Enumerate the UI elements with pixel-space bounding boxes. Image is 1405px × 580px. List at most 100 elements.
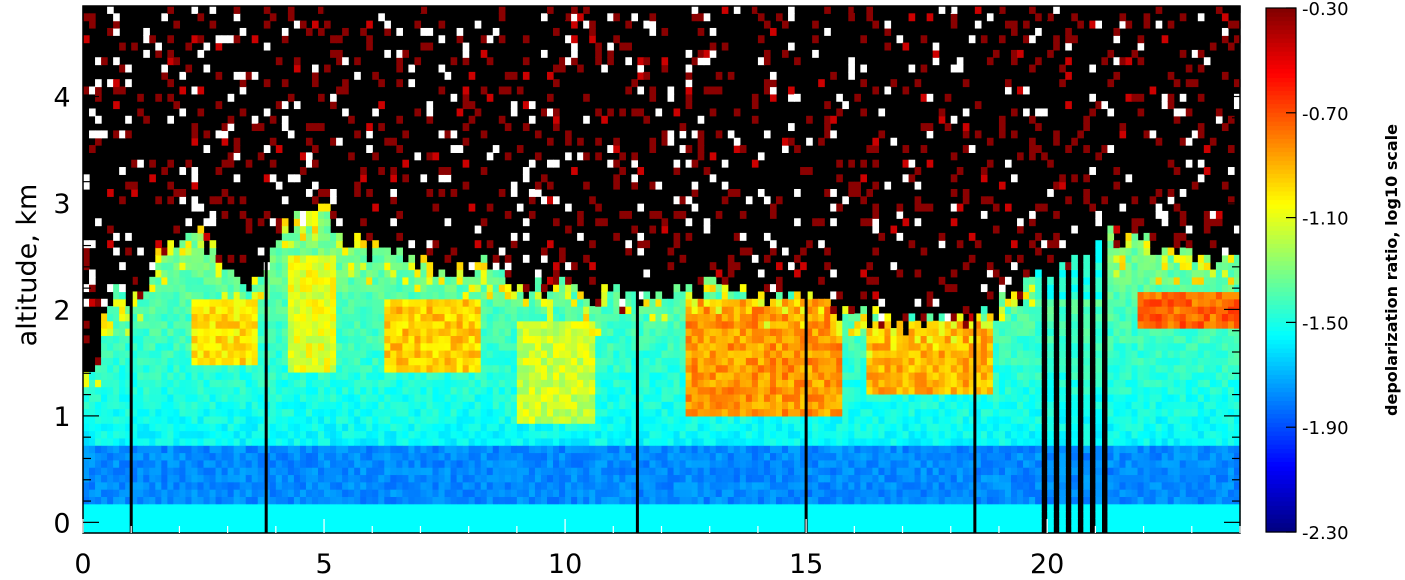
heatmap-cell xyxy=(607,511,614,519)
heatmap-cell xyxy=(179,196,187,205)
heatmap-cell xyxy=(221,408,229,417)
heatmap-cell xyxy=(480,262,488,271)
heatmap-cell xyxy=(788,320,795,329)
heatmap-cell xyxy=(330,386,337,395)
heatmap-cell xyxy=(456,437,464,446)
heatmap-cell xyxy=(131,181,138,190)
heatmap-cell xyxy=(257,423,265,432)
heatmap-cell xyxy=(83,371,90,380)
heatmap-cell xyxy=(354,232,361,241)
heatmap-cell xyxy=(739,503,747,512)
heatmap-cell xyxy=(619,210,626,219)
heatmap-cell xyxy=(101,386,108,395)
heatmap-cell xyxy=(281,459,289,468)
heatmap-cell xyxy=(559,306,566,315)
heatmap-cell xyxy=(348,284,355,293)
heatmap-cell xyxy=(444,481,452,490)
heatmap-cell xyxy=(794,467,801,476)
heatmap-cell xyxy=(245,386,253,395)
heatmap-cell xyxy=(601,437,608,446)
heatmap-cell xyxy=(299,284,307,293)
heatmap-cell xyxy=(167,262,174,271)
heatmap-cell xyxy=(462,357,470,366)
heatmap-cell xyxy=(305,430,313,439)
heatmap-cell xyxy=(589,511,596,519)
heatmap-cell xyxy=(504,342,512,351)
heatmap-cell xyxy=(221,430,229,439)
heatmap-cell xyxy=(203,386,211,395)
heatmap-cell xyxy=(119,306,126,315)
heatmap-cell xyxy=(269,262,277,271)
heatmap-cell xyxy=(318,203,325,212)
heatmap-cell xyxy=(354,430,361,439)
heatmap-cell xyxy=(342,247,349,256)
heatmap-cell xyxy=(565,306,572,315)
heatmap-cell xyxy=(703,525,711,534)
heatmap-cell xyxy=(396,79,403,88)
heatmap-cell xyxy=(721,342,729,351)
heatmap-cell xyxy=(468,262,476,271)
heatmap-cell xyxy=(281,313,289,322)
heatmap-cell xyxy=(649,137,657,146)
heatmap-cell xyxy=(119,313,126,322)
heatmap-cell xyxy=(667,379,675,388)
heatmap-cell xyxy=(547,415,554,424)
heatmap-cell xyxy=(667,503,675,512)
heatmap-cell xyxy=(318,247,325,256)
heatmap-cell xyxy=(727,254,735,263)
heatmap-cell xyxy=(721,159,729,168)
heatmap-cell xyxy=(763,254,771,263)
heatmap-cell xyxy=(540,313,548,322)
heatmap-cell xyxy=(709,364,717,373)
heatmap-cell xyxy=(336,357,343,366)
heatmap-cell xyxy=(390,415,397,424)
heatmap-cell xyxy=(601,511,608,519)
heatmap-cell xyxy=(233,474,241,483)
heatmap-cell xyxy=(185,42,193,51)
heatmap-cell xyxy=(691,430,699,439)
heatmap-cell xyxy=(613,401,620,410)
heatmap-cell xyxy=(227,335,235,344)
heatmap-cell xyxy=(516,284,524,293)
heatmap-cell xyxy=(486,335,494,344)
heatmap-cell xyxy=(763,196,771,205)
heatmap-cell xyxy=(251,518,259,527)
heatmap-cell xyxy=(727,401,735,410)
heatmap-cell xyxy=(583,306,590,315)
heatmap-cell xyxy=(763,459,771,468)
heatmap-cell xyxy=(721,496,729,505)
heatmap-cell xyxy=(209,20,217,29)
heatmap-cell xyxy=(396,306,403,315)
heatmap-cell xyxy=(402,474,410,483)
heatmap-cell xyxy=(745,386,753,395)
heatmap-cell xyxy=(378,393,385,402)
heatmap-cell xyxy=(547,342,554,351)
heatmap-cell xyxy=(305,467,313,476)
heatmap-cell xyxy=(203,459,211,468)
heatmap-cell xyxy=(438,328,446,336)
heatmap-cell xyxy=(113,86,120,95)
heatmap-cell xyxy=(281,511,289,519)
heatmap-cell xyxy=(372,240,379,249)
heatmap-cell xyxy=(161,481,168,490)
heatmap-cell xyxy=(643,467,651,476)
heatmap-cell xyxy=(384,503,391,512)
heatmap-cell xyxy=(83,393,90,402)
heatmap-cell xyxy=(155,93,162,102)
heatmap-cell xyxy=(281,218,289,227)
heatmap-cell xyxy=(378,342,385,351)
heatmap-cell xyxy=(625,291,632,300)
heatmap-cell xyxy=(203,130,211,139)
heatmap-cell xyxy=(733,518,741,527)
heatmap-cell xyxy=(601,408,608,417)
heatmap-cell xyxy=(305,401,313,410)
heatmap-cell xyxy=(167,401,174,410)
heatmap-cell xyxy=(565,203,572,212)
heatmap-cell xyxy=(583,401,590,410)
heatmap-cell xyxy=(782,503,789,512)
heatmap-cell xyxy=(414,408,422,417)
heatmap-cell xyxy=(757,430,765,439)
heatmap-cell xyxy=(667,423,675,432)
heatmap-cell xyxy=(299,386,307,395)
heatmap-cell xyxy=(414,364,422,373)
